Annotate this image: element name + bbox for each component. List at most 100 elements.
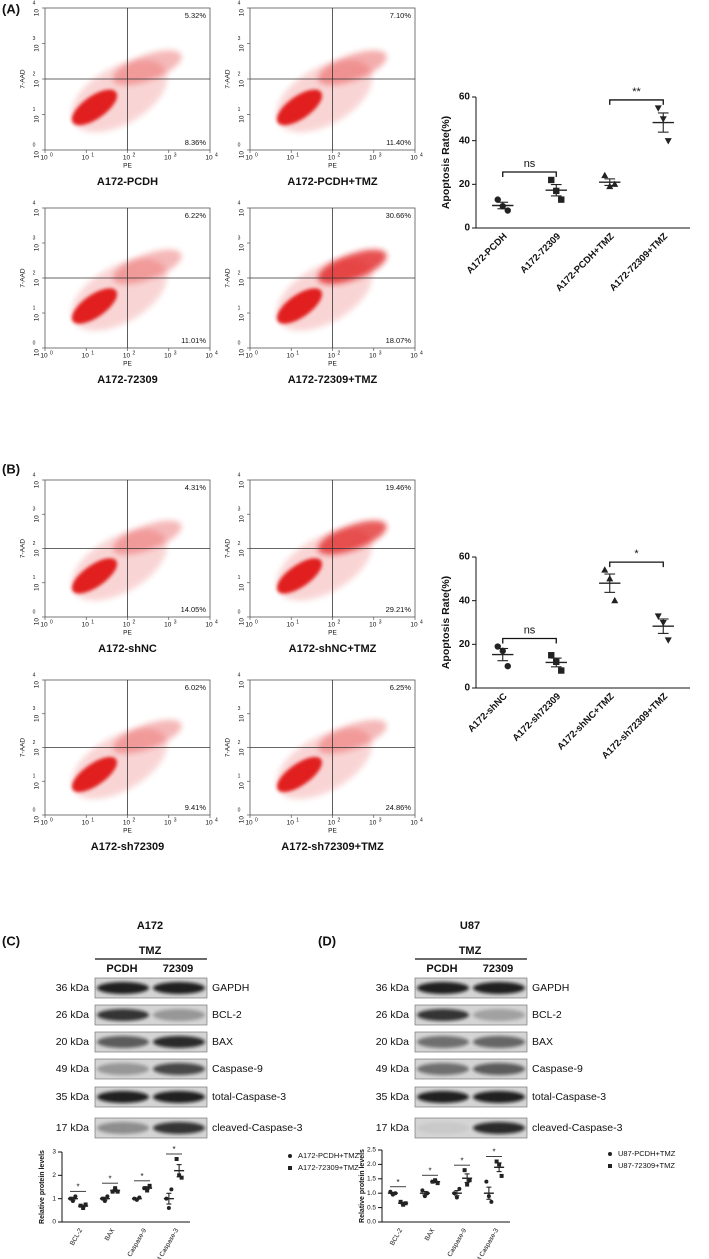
data-point bbox=[70, 1199, 75, 1203]
data-point bbox=[102, 1199, 107, 1203]
data-point bbox=[83, 1202, 88, 1207]
y-tick-exponent: 4 bbox=[33, 672, 36, 678]
x-tick-exponent: 4 bbox=[420, 152, 423, 158]
x-axis-label: PE bbox=[123, 630, 132, 637]
x-tick-exponent: 2 bbox=[338, 619, 341, 625]
data-point bbox=[553, 187, 560, 195]
blot-band bbox=[417, 1091, 469, 1103]
y-tick-label: 10 bbox=[239, 782, 246, 790]
data-point bbox=[147, 1183, 152, 1188]
y-axis-label: 7-AAD bbox=[225, 539, 232, 558]
y-tick-exponent: 3 bbox=[238, 235, 241, 241]
blot-band bbox=[473, 1091, 525, 1103]
protein-name: total-Caspase-3 bbox=[532, 1091, 606, 1103]
quadrant-percent: 5.32% bbox=[185, 11, 207, 20]
x-tick-exponent: 1 bbox=[296, 152, 299, 158]
cell-cloud bbox=[71, 89, 118, 126]
sample-name: A172-sh72309 bbox=[91, 841, 164, 853]
x-tick-label: 10 bbox=[164, 622, 172, 629]
y-tick-label: 10 bbox=[34, 549, 41, 557]
x-axis-label: PE bbox=[328, 828, 337, 835]
y-tick-label: 10 bbox=[34, 115, 41, 123]
y-tick-exponent: 4 bbox=[238, 200, 241, 206]
legend-marker bbox=[288, 1166, 292, 1170]
y-tick-label: 10 bbox=[239, 151, 246, 159]
y-tick-label: 10 bbox=[239, 816, 246, 824]
y-tick-label: 10 bbox=[239, 618, 246, 626]
y-tick-exponent: 0 bbox=[33, 807, 36, 813]
x-tick-label: 10 bbox=[205, 622, 213, 629]
quadrant-percent: 6.02% bbox=[185, 683, 207, 692]
blot-band bbox=[97, 1122, 149, 1134]
y-tick-label: 10 bbox=[239, 748, 246, 756]
x-tick-label: 10 bbox=[328, 353, 336, 360]
y-tick-label: 3 bbox=[52, 1149, 56, 1156]
cell-cloud bbox=[277, 756, 322, 793]
significance-label: * bbox=[108, 1174, 111, 1183]
data-point bbox=[422, 1194, 427, 1199]
y-tick-label: 2.0 bbox=[367, 1161, 376, 1168]
y-axis-title: Relative protein levels bbox=[39, 1150, 46, 1224]
y-tick-exponent: 4 bbox=[238, 0, 241, 6]
data-point bbox=[166, 1206, 171, 1210]
y-tick-exponent: 0 bbox=[238, 340, 241, 346]
lane-label: PCDH bbox=[106, 963, 137, 975]
data-point bbox=[494, 643, 501, 650]
data-point bbox=[494, 196, 501, 203]
x-tick-label: Caspase-9 bbox=[446, 1227, 468, 1258]
blot-band bbox=[97, 982, 149, 994]
molecular-weight: 36 kDa bbox=[56, 982, 89, 994]
x-tick-exponent: 1 bbox=[91, 817, 94, 823]
y-tick-exponent: 3 bbox=[238, 36, 241, 42]
x-tick-label: A172-72309 bbox=[518, 231, 563, 276]
x-tick-exponent: 2 bbox=[338, 817, 341, 823]
quadrant-percent: 11.40% bbox=[386, 138, 411, 147]
x-tick-label: 10 bbox=[164, 353, 172, 360]
y-axis-title: Relative protein levels bbox=[359, 1149, 366, 1223]
y-tick-label: 10 bbox=[239, 681, 246, 689]
legend-marker bbox=[608, 1164, 612, 1168]
y-tick-label: 2.5 bbox=[367, 1147, 376, 1154]
quadrant-percent: 29.21% bbox=[386, 605, 412, 614]
y-axis-label: 7-AAD bbox=[20, 738, 27, 757]
x-tick-label: 10 bbox=[287, 820, 295, 827]
y-tick-exponent: 2 bbox=[33, 541, 36, 547]
panel-label: (B) bbox=[2, 461, 20, 476]
cell-cloud bbox=[276, 288, 323, 324]
data-point bbox=[115, 1189, 120, 1194]
protein-name: GAPDH bbox=[532, 982, 569, 994]
data-point bbox=[403, 1201, 408, 1206]
y-tick-label: 0 bbox=[464, 683, 470, 694]
lane-label: 72309 bbox=[163, 963, 194, 975]
x-tick-exponent: 2 bbox=[338, 152, 341, 158]
data-point bbox=[659, 619, 667, 627]
x-tick-exponent: 0 bbox=[50, 619, 53, 625]
x-tick-label: A172-shNC+TMZ bbox=[555, 691, 616, 752]
y-tick-label: 10 bbox=[239, 244, 246, 252]
data-point bbox=[73, 1194, 78, 1199]
data-point bbox=[100, 1196, 105, 1201]
molecular-weight: 49 kDa bbox=[56, 1063, 89, 1075]
data-point bbox=[465, 1182, 470, 1187]
data-point bbox=[558, 196, 565, 203]
x-tick-label: 10 bbox=[369, 155, 377, 162]
cell-cloud bbox=[71, 558, 118, 594]
data-point bbox=[611, 596, 619, 604]
data-point bbox=[497, 1162, 502, 1167]
cell-cloud bbox=[112, 50, 182, 85]
blot-band bbox=[473, 1063, 525, 1075]
y-tick-label: 1.0 bbox=[367, 1190, 376, 1197]
y-tick-label: 1 bbox=[52, 1195, 56, 1202]
x-tick-label: 10 bbox=[410, 353, 418, 360]
data-point bbox=[484, 1179, 489, 1184]
blot-band bbox=[153, 1091, 205, 1103]
y-tick-exponent: 0 bbox=[33, 609, 36, 615]
y-tick-label: 10 bbox=[34, 44, 41, 52]
y-tick-exponent: 2 bbox=[33, 740, 36, 746]
cell-line: U87 bbox=[460, 920, 480, 932]
x-tick-label: 10 bbox=[205, 155, 213, 162]
